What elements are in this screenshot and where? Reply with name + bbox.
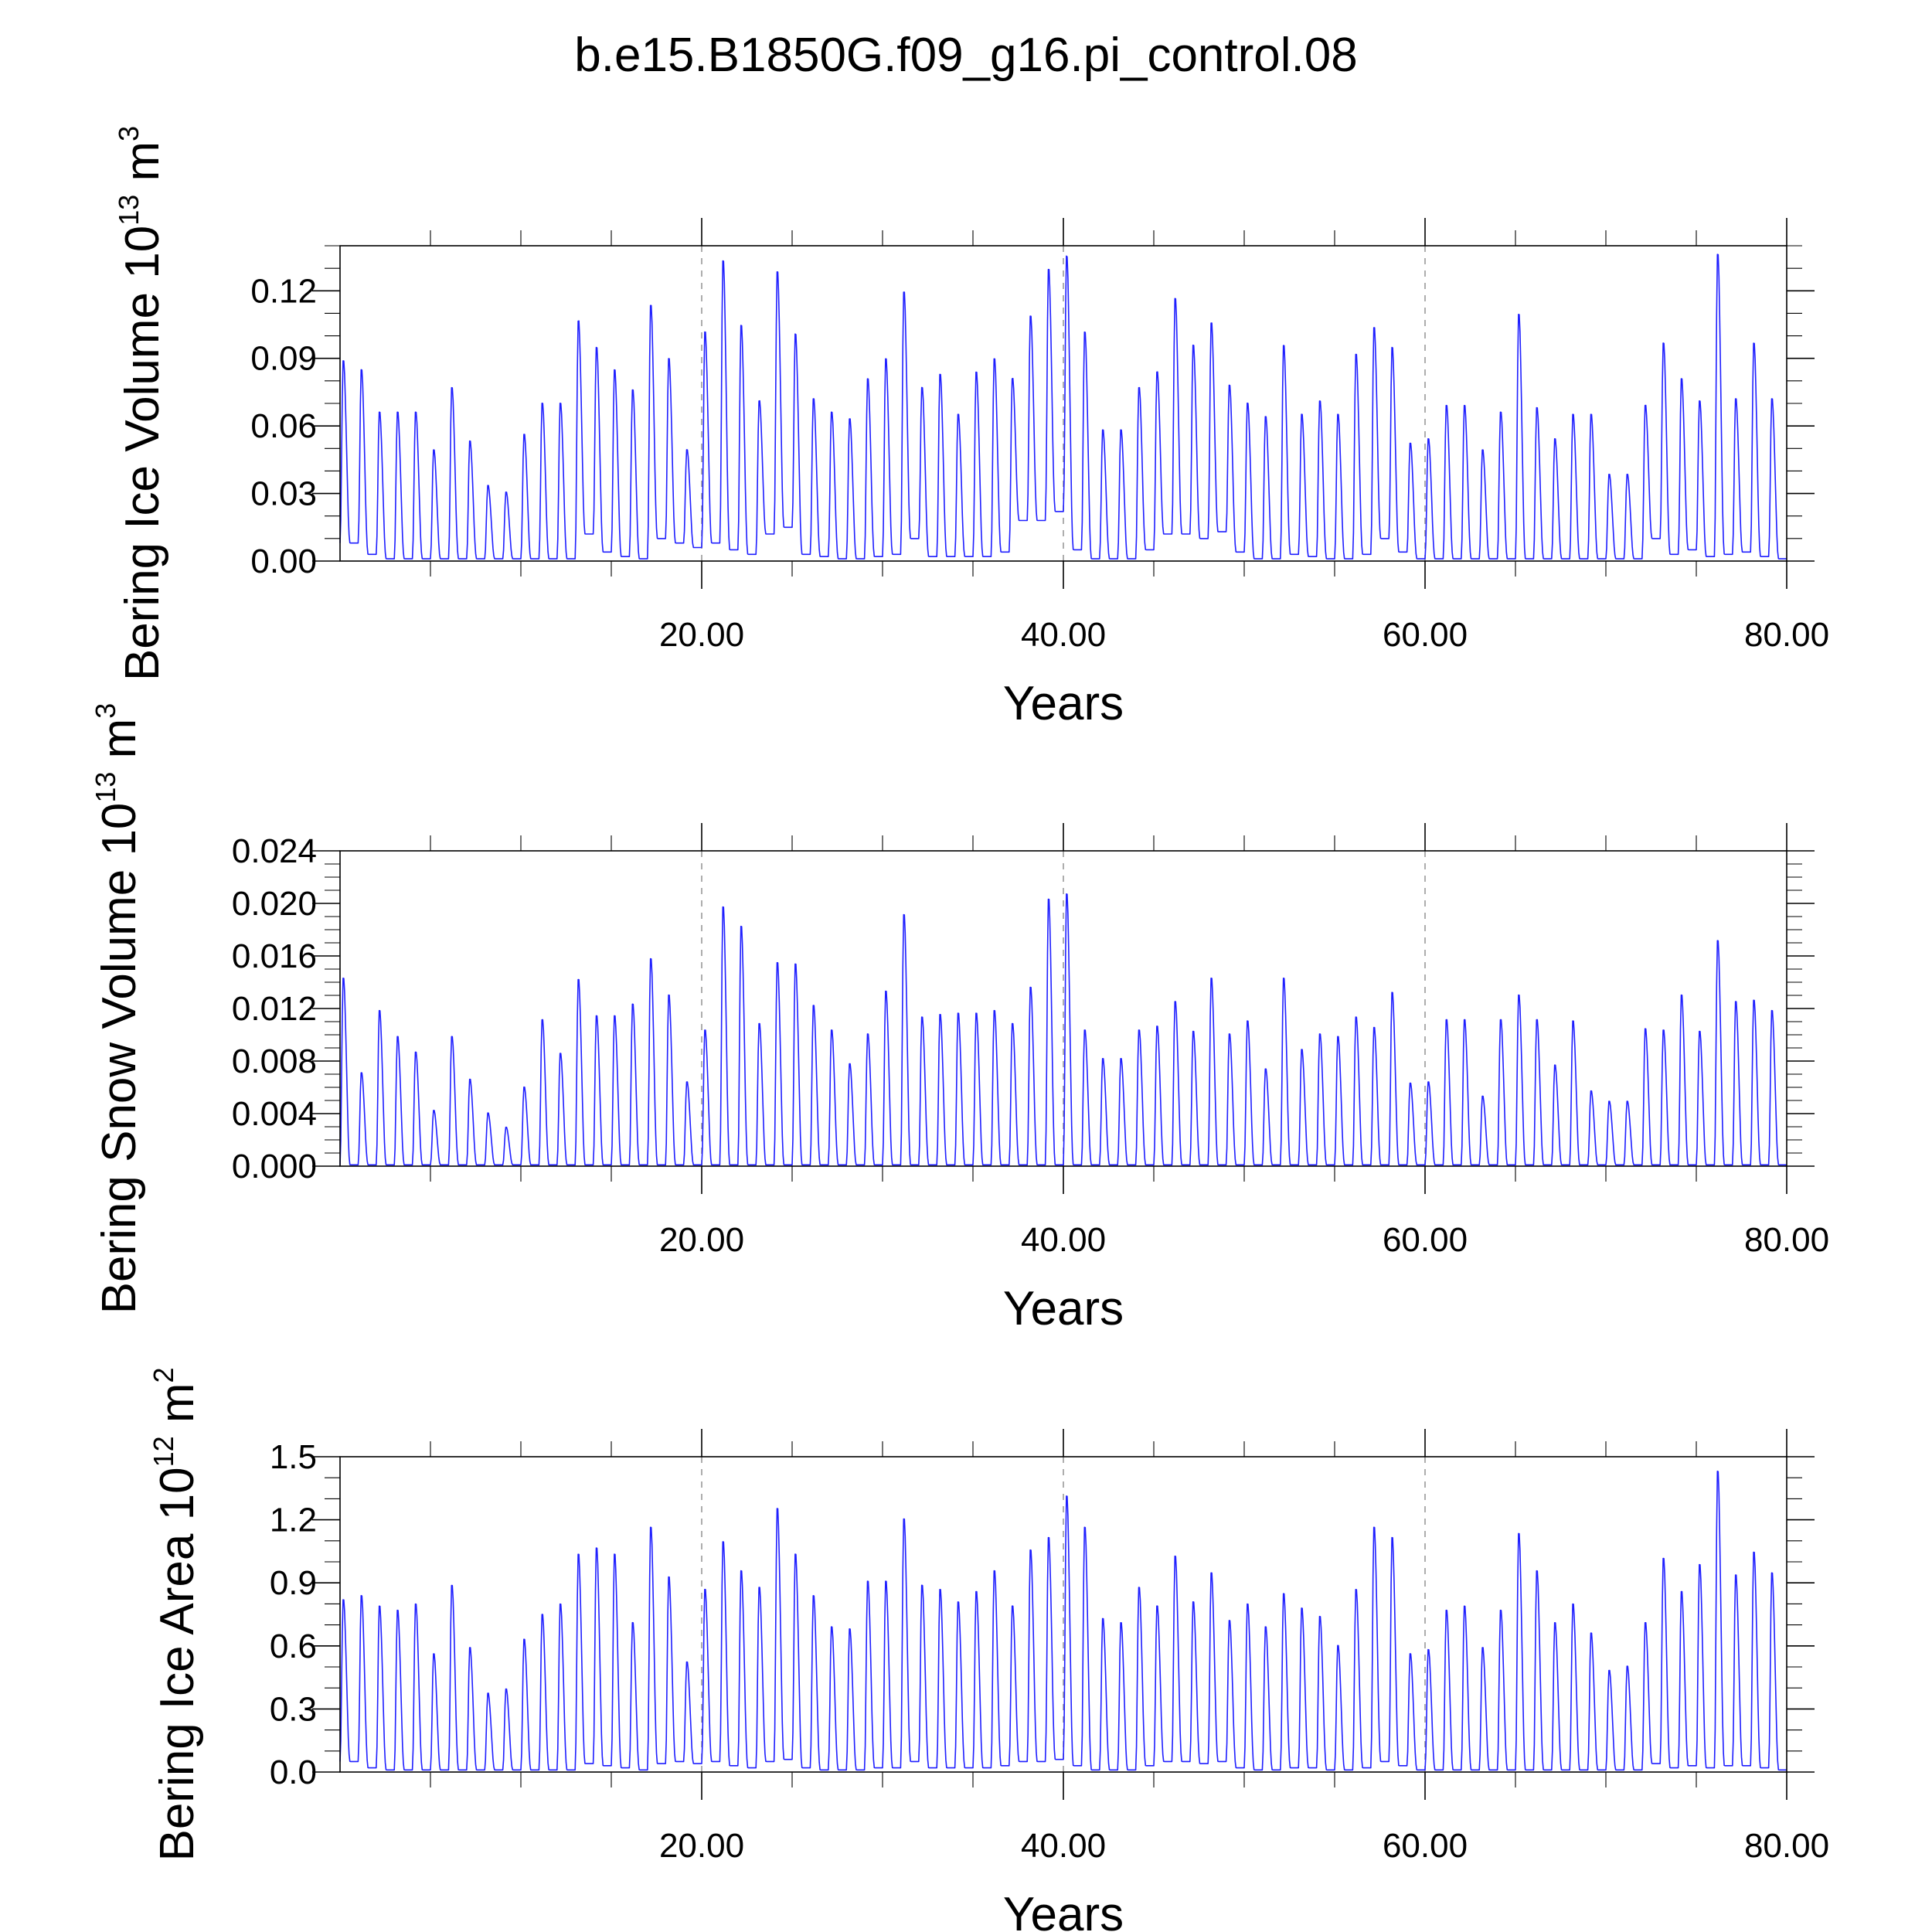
y-tick-label: 0.000 bbox=[232, 1148, 317, 1185]
y-tick-label: 0.03 bbox=[250, 475, 317, 513]
y-tick-label: 0.9 bbox=[270, 1564, 317, 1602]
y-tick-label: 0.012 bbox=[232, 990, 317, 1028]
x-tick-label: 60.00 bbox=[1383, 1221, 1468, 1259]
y-tick-label: 0.008 bbox=[232, 1043, 317, 1080]
x-tick-label: 60.00 bbox=[1383, 1827, 1468, 1865]
y-tick-label: 0.004 bbox=[232, 1095, 317, 1133]
x-tick-label: 80.00 bbox=[1744, 616, 1829, 654]
x-tick-label: 40.00 bbox=[1021, 1827, 1106, 1865]
x-tick-label: 80.00 bbox=[1744, 1221, 1829, 1259]
panel-ice-area: 20.00 40.00 60.00 80.00 0.0 0.3 0.6 0.9 1.2 1.5 Ye… bbox=[148, 1367, 1829, 1932]
x-tick-label: 60.00 bbox=[1383, 616, 1468, 654]
x-tick-label: 20.00 bbox=[659, 1827, 744, 1865]
y-tick-label: 0.06 bbox=[250, 407, 317, 445]
x-axis-label: Years bbox=[1003, 677, 1124, 730]
y-tick-label: 0.6 bbox=[270, 1628, 317, 1665]
y-axis-label: Bering Ice Area 1012 m2 bbox=[148, 1367, 204, 1861]
x-tick-label: 80.00 bbox=[1744, 1827, 1829, 1865]
y-tick-label: 1.5 bbox=[270, 1438, 317, 1476]
chart-title: b.e15.B1850G.f09_g16.pi_control.08 bbox=[574, 29, 1357, 82]
y-tick-label: 0.020 bbox=[232, 885, 317, 923]
chart-panels: 20.00 40.00 60.00 80.00 0.00 0.03 0.06 0.09 0.12… bbox=[90, 126, 1829, 1932]
y-axis-label: Bering Ice Volume 1013 m3 bbox=[113, 126, 169, 681]
plot-frame bbox=[339, 245, 1787, 562]
y-tick-label: 0.12 bbox=[250, 272, 317, 310]
y-axis-label: Bering Snow Volume 1013 m3 bbox=[90, 703, 146, 1315]
y-tick-label: 0.00 bbox=[250, 543, 317, 580]
panel-ice-volume: 20.00 40.00 60.00 80.00 0.00 0.03 0.06 0.09 0.12… bbox=[113, 126, 1829, 730]
y-tick-label: 0.09 bbox=[250, 340, 317, 378]
x-tick-label: 40.00 bbox=[1021, 1221, 1106, 1259]
y-tick-label: 1.2 bbox=[270, 1502, 317, 1539]
plot-frame bbox=[339, 1456, 1787, 1773]
x-axis-label: Years bbox=[1003, 1888, 1124, 1932]
series-line-ice-area bbox=[339, 1471, 1787, 1771]
x-tick-label: 20.00 bbox=[659, 1221, 744, 1259]
y-tick-label: 0.0 bbox=[270, 1753, 317, 1791]
plot-frame bbox=[339, 850, 1787, 1167]
series-line-ice-volume bbox=[339, 253, 1787, 560]
panel-snow-volume: 20.00 40.00 60.00 80.00 0.000 0.004 0.008 0.012… bbox=[90, 703, 1829, 1335]
y-tick-label: 0.024 bbox=[232, 832, 317, 870]
x-tick-label: 20.00 bbox=[659, 616, 744, 654]
y-tick-label: 0.3 bbox=[270, 1690, 317, 1728]
y-tick-label: 0.016 bbox=[232, 937, 317, 975]
x-axis-label: Years bbox=[1003, 1282, 1124, 1335]
x-tick-label: 40.00 bbox=[1021, 616, 1106, 654]
series-line-snow-volume bbox=[339, 893, 1787, 1166]
